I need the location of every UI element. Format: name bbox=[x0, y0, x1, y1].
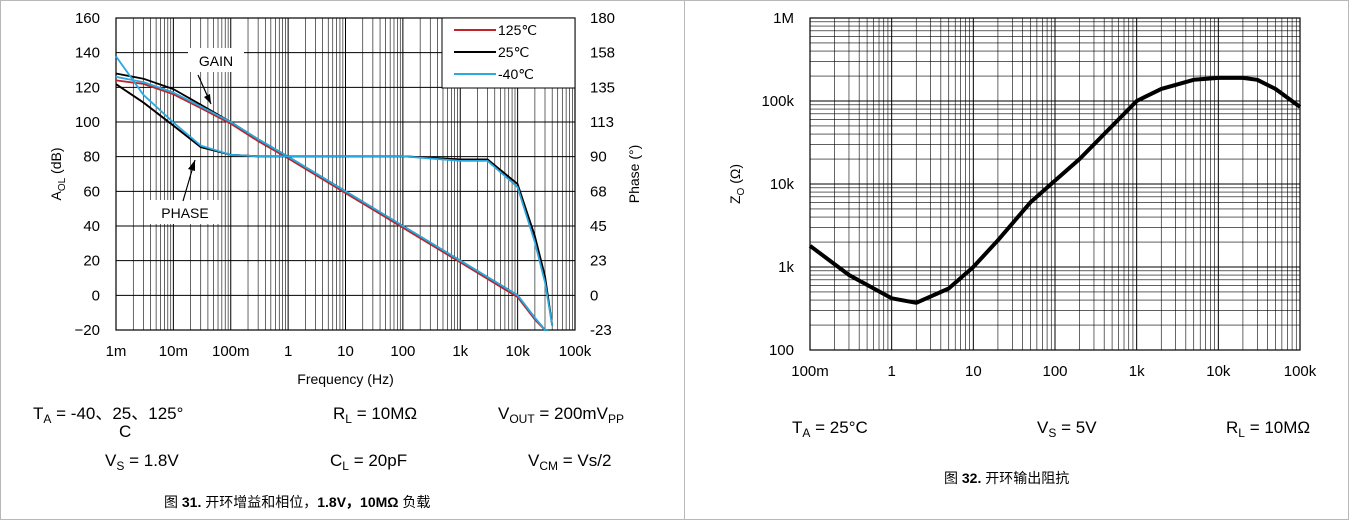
x-tick-label: 100 bbox=[1042, 363, 1067, 380]
y-right-tick-label: 90 bbox=[590, 149, 607, 166]
legend-label: 125℃ bbox=[498, 22, 537, 38]
x-tick-label: 100k bbox=[559, 343, 592, 360]
legend-label: -40℃ bbox=[498, 66, 534, 82]
annotation-gain-bg bbox=[188, 48, 244, 72]
x-tick-label: 1m bbox=[106, 343, 127, 360]
y-left-tick-label: 100 bbox=[75, 114, 100, 131]
x-tick-label: 10 bbox=[965, 363, 982, 380]
y-right-tick-label: 180 bbox=[590, 10, 615, 27]
series-line-phase bbox=[115, 55, 554, 326]
x-tick-label: 100 bbox=[390, 343, 415, 360]
x-tick-label: 10m bbox=[159, 343, 188, 360]
series-line-gain bbox=[115, 76, 549, 331]
cond-ta-right: TA = 25°C bbox=[792, 418, 868, 440]
y-left-tick-label: 80 bbox=[83, 149, 100, 166]
x-axis-title: Frequency (Hz) bbox=[297, 371, 393, 387]
figure-31-caption: 图 31. 开环增益和相位，1.8V，10MΩ 负载 bbox=[164, 494, 431, 510]
y-right-tick-label: 45 bbox=[590, 218, 607, 235]
series-line-gain bbox=[115, 79, 549, 331]
output-impedance-chart: 1001k10k100k1M100m1101001k10k100kFrequen… bbox=[727, 10, 1317, 380]
x-tick-label: 1k bbox=[1129, 363, 1145, 380]
y-right-tick-label: 68 bbox=[590, 183, 607, 200]
series-line-impedance bbox=[808, 75, 1302, 305]
x-tick-label: 100k bbox=[1284, 363, 1317, 380]
y-tick-label: 1k bbox=[778, 259, 794, 276]
y-tick-label: 100 bbox=[769, 342, 794, 359]
y-right-tick-label: 113 bbox=[590, 114, 614, 131]
annotation-gain-label: GAIN bbox=[199, 53, 233, 69]
x-tick-label: 10k bbox=[506, 343, 531, 360]
cond-ta: TA = -40、25、125° bbox=[33, 404, 184, 426]
plot-border bbox=[115, 17, 576, 331]
y-right-tick-label: 158 bbox=[590, 45, 615, 62]
cond-cl: CL = 20pF bbox=[330, 451, 408, 473]
y-tick-label: 10k bbox=[770, 176, 795, 193]
y-left-tick-label: 160 bbox=[75, 10, 100, 27]
y-right-tick-label: 0 bbox=[590, 287, 598, 304]
y-right-axis-title: Phase (°) bbox=[626, 145, 642, 204]
y-left-tick-label: 20 bbox=[83, 253, 100, 270]
cond-vcm: VCM = Vs/2 bbox=[528, 451, 612, 473]
annotation-phase-arrowhead bbox=[188, 160, 195, 171]
cond-rl-right: RL = 10MΩ bbox=[1226, 418, 1311, 440]
cond-ta-wrap: C bbox=[119, 422, 132, 441]
y-right-tick-label: -23 bbox=[590, 322, 612, 339]
panel-divider bbox=[684, 0, 685, 520]
x-tick-label: 10k bbox=[1206, 363, 1231, 380]
x-tick-label: 1 bbox=[284, 343, 292, 360]
x-tick-label: 1 bbox=[887, 363, 895, 380]
y-right-tick-label: 23 bbox=[590, 253, 607, 270]
cond-vs-right: VS = 5V bbox=[1037, 418, 1097, 440]
gain-phase-chart: −20 0 20 40 60 80 100 120 140 160 -23 0 23 45 68 90 113 1… bbox=[48, 10, 642, 387]
y-tick-label: 1M bbox=[773, 10, 794, 27]
annotation-phase-bg bbox=[150, 200, 220, 224]
x-tick-label: 1k bbox=[452, 343, 468, 360]
cond-rl: RL = 10MΩ bbox=[333, 404, 418, 426]
y-left-tick-label: 60 bbox=[83, 183, 100, 200]
x-tick-label: 100m bbox=[791, 363, 829, 380]
y-left-tick-label: 120 bbox=[75, 79, 100, 96]
cond-vs: VS = 1.8V bbox=[105, 451, 179, 473]
y-axis-title: ZO (Ω) bbox=[727, 164, 747, 204]
y-left-axis-title: AOL (dB) bbox=[48, 147, 68, 200]
x-tick-label: 100m bbox=[212, 343, 250, 360]
annotation-gain-arrowhead bbox=[204, 94, 211, 104]
plot-border bbox=[809, 17, 1301, 351]
y-left-tick-label: 0 bbox=[92, 287, 100, 304]
figure-32-caption: 图 32. 开环输出阻抗 bbox=[944, 470, 1070, 486]
y-left-tick-label: 140 bbox=[75, 45, 100, 62]
y-tick-label: 100k bbox=[761, 93, 794, 110]
y-left-tick-label: −20 bbox=[75, 322, 100, 339]
cond-vout: VOUT = 200mVPP bbox=[498, 404, 624, 426]
y-right-tick-label: 135 bbox=[590, 79, 615, 96]
legend-label: 25℃ bbox=[498, 44, 529, 60]
annotation-phase-label: PHASE bbox=[161, 205, 208, 221]
x-tick-label: 10 bbox=[337, 343, 354, 360]
y-left-tick-label: 40 bbox=[83, 218, 100, 235]
